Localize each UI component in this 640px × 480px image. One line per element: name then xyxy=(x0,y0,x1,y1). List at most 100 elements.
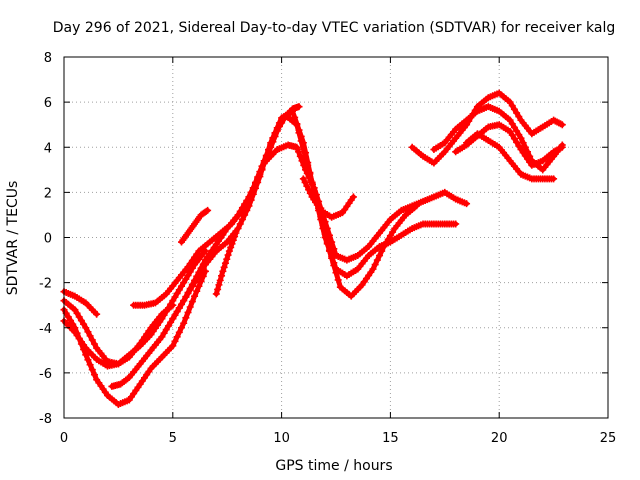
data-point xyxy=(186,286,194,294)
y-tick-label: -2 xyxy=(39,277,52,292)
data-point xyxy=(301,178,309,186)
data-point xyxy=(330,259,338,267)
data-point xyxy=(171,337,179,345)
data-point xyxy=(452,220,460,228)
data-point xyxy=(299,175,307,183)
data-point xyxy=(269,134,277,142)
data-point xyxy=(228,240,236,248)
series-track-15 xyxy=(463,130,558,183)
data-point xyxy=(296,152,304,160)
x-tick-label: 10 xyxy=(273,431,290,446)
data-point xyxy=(214,285,222,293)
data-point xyxy=(182,314,190,322)
data-point xyxy=(223,255,231,263)
data-point xyxy=(369,265,377,273)
data-point xyxy=(302,149,310,157)
data-point xyxy=(299,139,307,147)
y-tick-label: 8 xyxy=(44,51,52,66)
data-point xyxy=(510,123,518,131)
data-point xyxy=(175,328,183,336)
data-point xyxy=(182,293,190,301)
series-line xyxy=(170,108,459,322)
data-point xyxy=(175,304,183,312)
y-tick-label: 4 xyxy=(44,141,52,156)
data-point xyxy=(180,319,188,327)
data-point xyxy=(550,175,558,183)
data-point xyxy=(80,320,88,328)
data-point xyxy=(67,317,75,325)
chart-title: Day 296 of 2021, Sidereal Day-to-day VTE… xyxy=(53,20,615,36)
data-point xyxy=(73,329,81,337)
data-point xyxy=(184,289,192,297)
data-point xyxy=(225,247,233,255)
data-point xyxy=(77,340,85,348)
data-point xyxy=(64,313,72,321)
data-point xyxy=(273,124,281,132)
data-point xyxy=(90,371,98,379)
data-point xyxy=(232,229,240,237)
data-point xyxy=(513,138,521,146)
data-point xyxy=(517,134,525,142)
data-point xyxy=(323,224,331,232)
series-track-13 xyxy=(430,103,566,174)
series-layer xyxy=(60,89,566,408)
data-point xyxy=(267,139,275,147)
data-point xyxy=(75,335,83,343)
data-point xyxy=(186,268,194,276)
data-point xyxy=(93,310,101,318)
data-point xyxy=(193,275,201,283)
series-line xyxy=(464,131,557,182)
data-point xyxy=(212,290,220,298)
y-axis-label: SDTVAR / TECUs xyxy=(5,181,21,296)
data-point xyxy=(71,306,79,314)
data-point xyxy=(180,279,188,287)
data-point xyxy=(199,264,207,272)
data-point xyxy=(506,127,514,135)
data-point xyxy=(84,328,92,336)
data-point xyxy=(298,157,306,165)
data-point xyxy=(513,109,521,117)
data-point xyxy=(218,272,226,280)
grid-layer xyxy=(64,57,608,418)
data-point xyxy=(178,324,186,332)
series-track-1 xyxy=(60,288,101,318)
series-track-4 xyxy=(60,267,209,408)
data-point xyxy=(221,259,229,267)
data-point xyxy=(330,245,338,253)
data-point xyxy=(82,351,90,359)
data-point xyxy=(245,202,253,210)
data-point xyxy=(216,276,224,284)
data-point xyxy=(510,105,518,113)
data-point xyxy=(305,173,313,181)
data-point xyxy=(71,324,79,332)
data-point xyxy=(312,191,320,199)
data-point xyxy=(195,271,203,279)
data-point xyxy=(295,148,303,156)
data-point xyxy=(303,169,311,177)
data-point xyxy=(321,234,329,241)
data-point xyxy=(510,135,518,143)
y-tick-label: 0 xyxy=(44,232,52,247)
y-tick-label: -4 xyxy=(39,322,52,337)
data-point xyxy=(306,189,314,197)
data-point xyxy=(162,326,170,334)
data-point xyxy=(558,121,566,129)
data-point xyxy=(300,161,308,169)
data-point xyxy=(515,113,523,121)
data-point xyxy=(167,318,175,326)
x-tick-label: 20 xyxy=(491,431,508,446)
series-track-12 xyxy=(408,89,566,167)
data-point xyxy=(236,220,244,228)
data-point xyxy=(84,356,92,364)
series-track-7 xyxy=(169,107,460,323)
data-point xyxy=(271,129,279,137)
data-point xyxy=(173,289,181,297)
x-tick-label: 5 xyxy=(169,431,177,446)
x-axis-label: GPS time / hours xyxy=(275,458,392,474)
data-point xyxy=(328,238,336,246)
data-point xyxy=(249,190,257,198)
data-point xyxy=(254,178,262,186)
data-point xyxy=(171,311,179,319)
data-point xyxy=(227,243,235,251)
